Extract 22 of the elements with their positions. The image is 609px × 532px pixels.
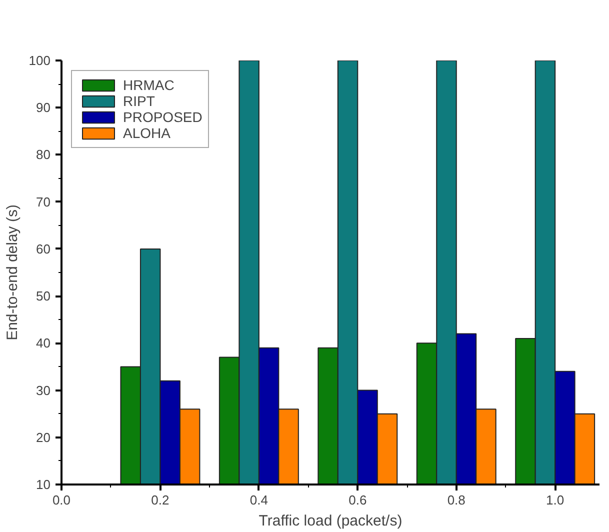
legend-label: HRMAC [123, 77, 174, 93]
y-axis-title: End-to-end delay (s) [4, 204, 21, 340]
x-tick-label: 0.8 [447, 492, 466, 508]
y-tick-label: 30 [36, 382, 51, 398]
y-tick-label: 90 [36, 100, 51, 116]
y-tick-label: 20 [36, 430, 51, 445]
x-tick-label: 0.0 [52, 492, 71, 508]
y-tick-label: 70 [36, 194, 51, 210]
legend-label: PROPOSED [123, 109, 202, 125]
y-tick-label: 100 [28, 53, 51, 68]
y-tick-label: 40 [36, 336, 51, 351]
x-tick-label: 0.6 [348, 492, 367, 508]
y-tick-label: 80 [36, 147, 51, 162]
y-tick-label: 50 [36, 288, 51, 304]
legend-label: ALOHA [123, 125, 170, 141]
x-tick-label: 0.4 [250, 492, 268, 508]
x-axis-title: Traffic load (packet/s) [258, 512, 402, 530]
y-tick-label: 10 [36, 477, 51, 492]
y-tick-label: 60 [36, 241, 51, 256]
x-tick-label: 0.2 [151, 492, 170, 508]
x-tick-label: 1.0 [546, 492, 564, 508]
legend-label: RIPT [123, 93, 155, 109]
